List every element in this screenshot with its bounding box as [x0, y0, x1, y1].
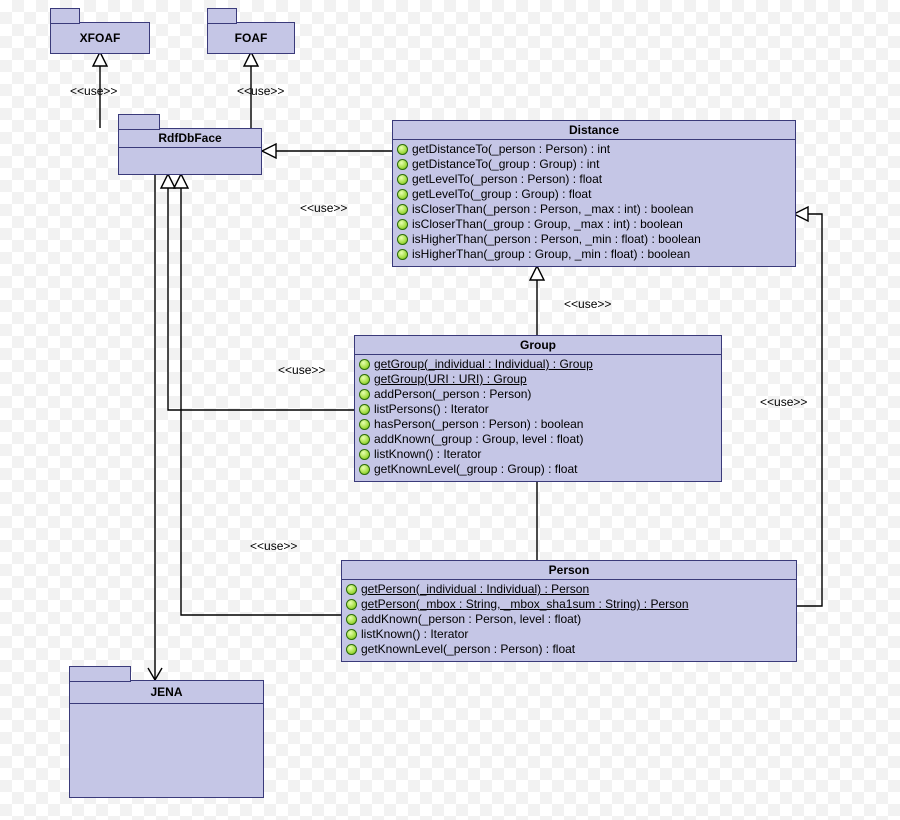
package-body-empty [69, 704, 264, 798]
operation-text: listKnown() : Iterator [374, 447, 481, 462]
operation-icon [397, 189, 408, 200]
operation-text: listKnown() : Iterator [361, 627, 468, 642]
operation-row: isHigherThan(_group : Group, _min : floa… [395, 247, 793, 262]
stereotype-use: <<use>> [760, 395, 807, 409]
operation-text: getKnownLevel(_person : Person) : float [361, 642, 575, 657]
operation-row: getKnownLevel(_person : Person) : float [344, 642, 794, 657]
operation-text: getLevelTo(_group : Group) : float [412, 187, 591, 202]
stereotype-use: <<use>> [237, 84, 284, 98]
class-title: Distance [393, 121, 795, 140]
operation-row: getLevelTo(_person : Person) : float [395, 172, 793, 187]
operation-icon [397, 204, 408, 215]
operation-row: isHigherThan(_person : Person, _min : fl… [395, 232, 793, 247]
operation-text: listPersons() : Iterator [374, 402, 489, 417]
operation-text: addKnown(_person : Person, level : float… [361, 612, 581, 627]
package-title: RdfDbFace [118, 128, 262, 148]
operation-text: addPerson(_person : Person) [374, 387, 531, 402]
operation-text: getLevelTo(_person : Person) : float [412, 172, 602, 187]
operation-text: hasPerson(_person : Person) : boolean [374, 417, 583, 432]
operation-row: getDistanceTo(_person : Person) : int [395, 142, 793, 157]
operation-icon [397, 144, 408, 155]
operation-text: getPerson(_individual : Individual) : Pe… [361, 582, 589, 597]
operation-row: getGroup(_individual : Individual) : Gro… [357, 357, 719, 372]
operation-icon [359, 359, 370, 370]
operation-text: getPerson(_mbox : String, _mbox_sha1sum … [361, 597, 689, 612]
operation-icon [359, 449, 370, 460]
operation-row: addPerson(_person : Person) [357, 387, 719, 402]
stereotype-use: <<use>> [278, 363, 325, 377]
operation-icon [397, 174, 408, 185]
package-tab [207, 8, 237, 24]
operation-row: listKnown() : Iterator [357, 447, 719, 462]
operation-icon [346, 629, 357, 640]
package-body-empty [118, 148, 262, 175]
operation-icon [359, 464, 370, 475]
class-title: Group [355, 336, 721, 355]
edge-person-dist [794, 214, 822, 606]
operation-text: getDistanceTo(_group : Group) : int [412, 157, 599, 172]
operation-icon [359, 374, 370, 385]
operation-text: getGroup(_individual : Individual) : Gro… [374, 357, 593, 372]
operation-row: getLevelTo(_group : Group) : float [395, 187, 793, 202]
class-group: Group getGroup(_individual : Individual)… [354, 335, 722, 482]
operation-icon [397, 219, 408, 230]
operation-text: getKnownLevel(_group : Group) : float [374, 462, 577, 477]
class-person: Person getPerson(_individual : Individua… [341, 560, 797, 662]
operation-row: hasPerson(_person : Person) : boolean [357, 417, 719, 432]
class-operations: getDistanceTo(_person : Person) : intget… [393, 140, 795, 266]
operation-text: isCloserThan(_group : Group, _max : int)… [412, 217, 683, 232]
class-operations: getGroup(_individual : Individual) : Gro… [355, 355, 721, 481]
operation-text: getGroup(URI : URI) : Group [374, 372, 527, 387]
package-title: XFOAF [50, 22, 150, 54]
operation-text: isCloserThan(_person : Person, _max : in… [412, 202, 693, 217]
operation-row: addKnown(_person : Person, level : float… [344, 612, 794, 627]
package-rdfdbface: RdfDbFace [118, 128, 262, 175]
package-title: JENA [69, 680, 264, 704]
package-tab [69, 666, 131, 682]
operation-text: addKnown(_group : Group, level : float) [374, 432, 583, 447]
operation-icon [359, 404, 370, 415]
class-operations: getPerson(_individual : Individual) : Pe… [342, 580, 796, 661]
operation-icon [397, 159, 408, 170]
operation-icon [359, 434, 370, 445]
package-xfoaf: XFOAF [50, 22, 150, 54]
operation-icon [397, 234, 408, 245]
operation-text: isHigherThan(_person : Person, _min : fl… [412, 232, 701, 247]
stereotype-use: <<use>> [70, 84, 117, 98]
operation-icon [346, 584, 357, 595]
operation-row: getPerson(_individual : Individual) : Pe… [344, 582, 794, 597]
operation-row: addKnown(_group : Group, level : float) [357, 432, 719, 447]
operation-icon [346, 614, 357, 625]
package-title: FOAF [207, 22, 295, 54]
operation-row: isCloserThan(_person : Person, _max : in… [395, 202, 793, 217]
package-jena: JENA [69, 680, 264, 798]
operation-row: getDistanceTo(_group : Group) : int [395, 157, 793, 172]
operation-text: isHigherThan(_group : Group, _min : floa… [412, 247, 690, 262]
operation-icon [346, 644, 357, 655]
operation-row: listPersons() : Iterator [357, 402, 719, 417]
package-tab [118, 114, 160, 130]
operation-text: getDistanceTo(_person : Person) : int [412, 142, 610, 157]
operation-icon [346, 599, 357, 610]
class-title: Person [342, 561, 796, 580]
package-foaf: FOAF [207, 22, 295, 54]
stereotype-use: <<use>> [250, 539, 297, 553]
class-distance: Distance getDistanceTo(_person : Person)… [392, 120, 796, 267]
operation-icon [359, 419, 370, 430]
operation-row: listKnown() : Iterator [344, 627, 794, 642]
package-tab [50, 8, 80, 24]
operation-row: isCloserThan(_group : Group, _max : int)… [395, 217, 793, 232]
operation-row: getPerson(_mbox : String, _mbox_sha1sum … [344, 597, 794, 612]
operation-icon [359, 389, 370, 400]
stereotype-use: <<use>> [564, 297, 611, 311]
operation-row: getKnownLevel(_group : Group) : float [357, 462, 719, 477]
operation-icon [397, 249, 408, 260]
stereotype-use: <<use>> [300, 201, 347, 215]
operation-row: getGroup(URI : URI) : Group [357, 372, 719, 387]
